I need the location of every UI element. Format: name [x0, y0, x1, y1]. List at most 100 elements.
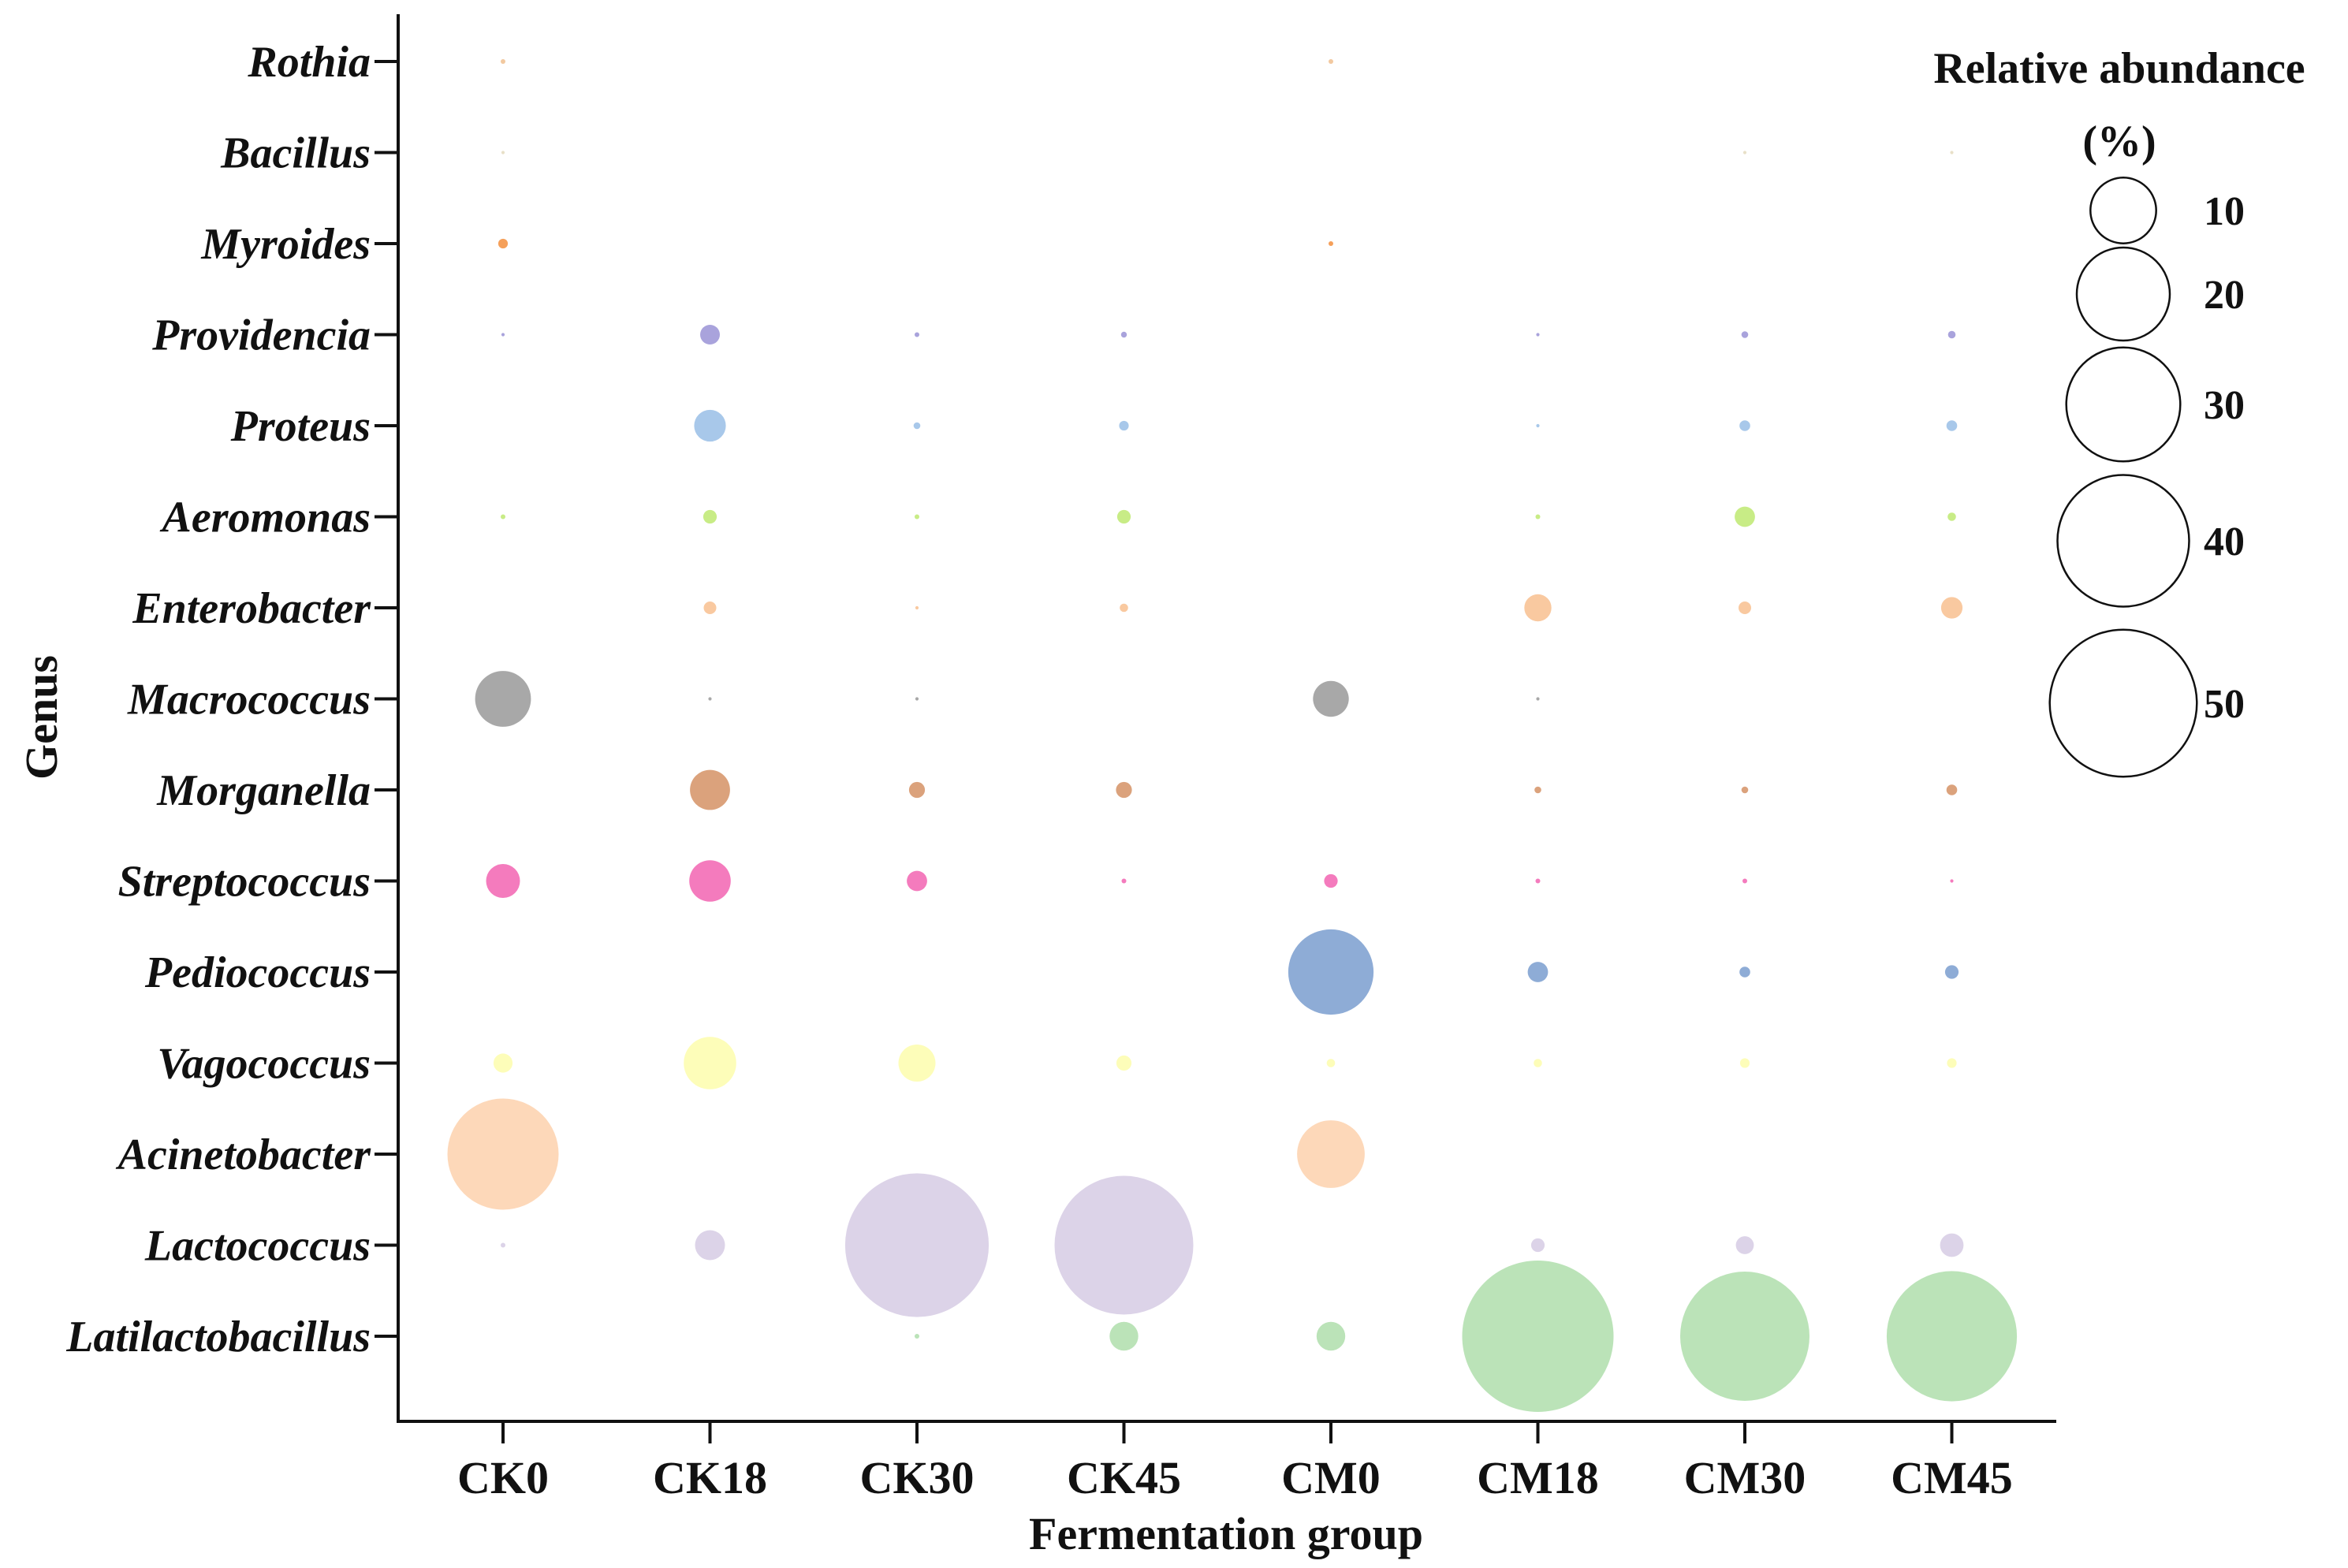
x-tick-label-cm45: CM45 — [1891, 1452, 2013, 1503]
legend-value-30: 30 — [2204, 383, 2245, 428]
bubble-morganella-cm18 — [1534, 786, 1541, 794]
x-tick-label-cm0: CM0 — [1281, 1452, 1381, 1503]
y-tick-label-proteus: Proteus — [230, 402, 371, 451]
bubble-streptococcus-ck0 — [486, 864, 520, 898]
bubble-vagococcus-cm0 — [1326, 1059, 1336, 1067]
bubble-lactococcus-cm30 — [1735, 1236, 1754, 1254]
y-tick-label-macrococcus: Macrococcus — [127, 676, 371, 724]
bubble-rothia-ck0 — [501, 59, 505, 64]
y-tick-label-aeromonas: Aeromonas — [160, 493, 371, 542]
x-axis-title: Fermentation group — [1029, 1508, 1423, 1559]
bubble-proteus-cm30 — [1739, 420, 1750, 431]
bubble-macrococcus-ck0 — [475, 671, 531, 727]
bubble-streptococcus-cm18 — [1535, 878, 1541, 884]
y-tick-label-vagococcus: Vagococcus — [157, 1040, 371, 1089]
bubble-streptococcus-ck18 — [689, 860, 731, 902]
x-tick-label-cm30: CM30 — [1684, 1452, 1806, 1503]
y-tick-label-latilactobacillus: Latilactobacillus — [65, 1313, 371, 1361]
y-tick-label-providencia: Providencia — [151, 311, 371, 360]
bubble-vagococcus-ck45 — [1116, 1055, 1132, 1071]
bubble-providencia-cm18 — [1536, 333, 1540, 337]
legend-value-10: 10 — [2204, 189, 2245, 234]
bubble-latilactobacillus-ck45 — [1109, 1321, 1139, 1351]
bubble-vagococcus-ck0 — [493, 1053, 513, 1073]
bubble-morganella-cm30 — [1741, 786, 1749, 794]
bubble-myroides-ck0 — [498, 238, 509, 249]
bubbles — [447, 59, 2018, 1412]
bubble-lactococcus-cm18 — [1530, 1238, 1545, 1253]
bubble-acinetobacter-ck0 — [447, 1098, 559, 1210]
bubble-enterobacter-cm30 — [1739, 602, 1751, 614]
bubble-aeromonas-cm18 — [1535, 514, 1541, 520]
bubble-rothia-cm0 — [1329, 59, 1333, 64]
bubble-pediococcus-cm0 — [1288, 929, 1374, 1015]
bubble-enterobacter-ck30 — [915, 605, 919, 610]
y-tick-label-streptococcus: Streptococcus — [118, 858, 371, 907]
bubble-macrococcus-ck30 — [915, 697, 919, 701]
bubble-latilactobacillus-cm18 — [1462, 1261, 1614, 1412]
y-tick-label-enterobacter: Enterobacter — [132, 584, 371, 633]
bubble-latilactobacillus-cm0 — [1316, 1321, 1346, 1351]
bubble-providencia-cm45 — [1947, 330, 1956, 339]
legend-value-20: 20 — [2204, 273, 2245, 318]
bubble-pediococcus-cm45 — [1944, 965, 1959, 979]
bubble-aeromonas-ck18 — [703, 509, 717, 524]
bubble-aeromonas-ck0 — [501, 514, 505, 520]
legend-circle-40 — [2056, 474, 2190, 608]
bubble-providencia-cm30 — [1741, 331, 1749, 338]
y-axis-title: Genus — [16, 655, 67, 780]
y-tick-label-myroides: Myroides — [200, 220, 371, 269]
x-tick-label-ck30: CK30 — [860, 1452, 975, 1503]
bubble-lactococcus-ck18 — [695, 1230, 725, 1261]
x-tick-labels: CK0 CK18 CK30 CK45 CM0 CM18 CM30 CM45 — [457, 1452, 2013, 1503]
bubble-myroides-cm0 — [1329, 241, 1333, 246]
bubble-vagococcus-ck18 — [684, 1037, 736, 1089]
bubble-providencia-ck45 — [1120, 331, 1127, 338]
y-tick-label-morganella: Morganella — [156, 766, 371, 815]
legend-value-50: 50 — [2204, 682, 2245, 727]
axes — [375, 14, 2056, 1443]
bubble-morganella-ck18 — [690, 769, 730, 810]
bubble-streptococcus-cm0 — [1324, 873, 1338, 888]
bubble-bacillus-ck0 — [501, 151, 505, 155]
bubble-macrococcus-ck18 — [708, 697, 712, 701]
bubble-morganella-ck45 — [1116, 781, 1132, 799]
bubble-providencia-ck30 — [915, 332, 919, 337]
bubble-lactococcus-ck0 — [501, 1242, 505, 1248]
legend-circle-20 — [2075, 246, 2171, 342]
bubble-aeromonas-ck30 — [915, 514, 919, 520]
bubble-macrococcus-cm0 — [1313, 680, 1349, 717]
bubble-proteus-ck45 — [1119, 420, 1129, 431]
bubble-vagococcus-cm45 — [1947, 1058, 1957, 1068]
y-tick-label-acinetobacter: Acinetobacter — [116, 1130, 372, 1179]
x-tick-label-ck18: CK18 — [653, 1452, 767, 1503]
bubble-enterobacter-ck18 — [703, 602, 717, 614]
bubble-streptococcus-ck45 — [1121, 878, 1127, 884]
bubble-bacillus-cm30 — [1742, 151, 1747, 155]
bubble-morganella-cm45 — [1946, 784, 1958, 795]
legend-circle-30 — [2065, 346, 2182, 463]
bubble-proteus-ck18 — [694, 409, 726, 442]
x-tick-label-cm18: CM18 — [1477, 1452, 1599, 1503]
bubble-aeromonas-ck45 — [1116, 509, 1131, 524]
bubble-pediococcus-cm18 — [1527, 962, 1549, 982]
y-tick-label-rothia: Rothia — [247, 38, 371, 87]
bubble-morganella-ck30 — [908, 781, 926, 799]
legend-title-unit: (%) — [2082, 117, 2156, 166]
y-tick-label-pediococcus: Pediococcus — [144, 948, 371, 997]
legend-circle-50 — [2048, 628, 2198, 778]
bubble-latilactobacillus-ck30 — [915, 1334, 919, 1339]
bubble-vagococcus-ck30 — [898, 1045, 936, 1082]
bubble-proteus-cm45 — [1946, 420, 1958, 431]
bubble-macrococcus-cm18 — [1536, 697, 1540, 701]
legend-items: 10 20 30 40 50 — [2048, 177, 2245, 778]
bubble-lactococcus-cm45 — [1940, 1233, 1964, 1257]
legend-value-40: 40 — [2204, 520, 2245, 564]
bubble-latilactobacillus-cm45 — [1886, 1271, 2018, 1402]
bubble-enterobacter-cm45 — [1940, 597, 1963, 619]
bubble-aeromonas-cm30 — [1735, 506, 1755, 527]
bubble-vagococcus-cm18 — [1534, 1059, 1542, 1067]
bubble-acinetobacter-cm0 — [1297, 1120, 1365, 1188]
y-tick-label-lactococcus: Lactococcus — [144, 1222, 371, 1271]
